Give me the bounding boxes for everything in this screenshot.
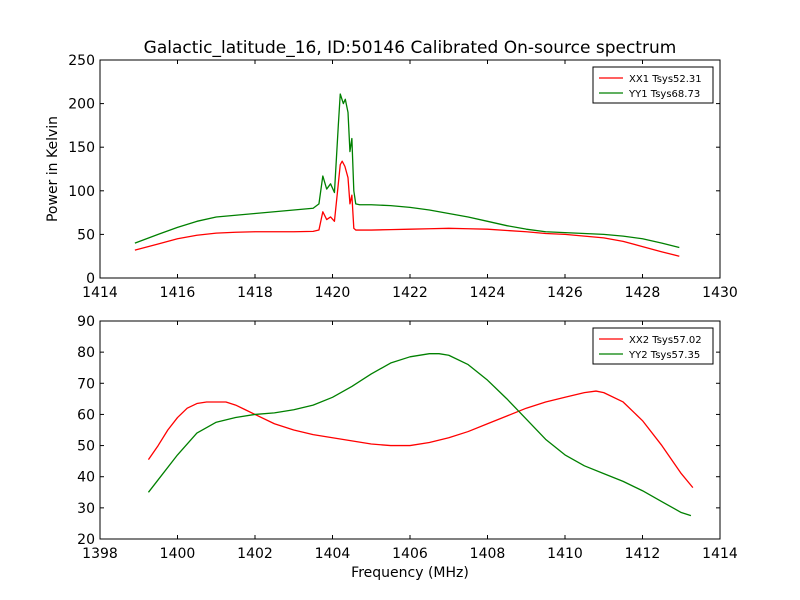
y-tick-label: 60 — [77, 407, 95, 423]
axes-frame — [99, 320, 721, 540]
x-tick-label: 1428 — [625, 285, 661, 301]
x-tick-label: 1398 — [82, 546, 118, 562]
series-line-2-1 — [147, 390, 694, 489]
x-tick-label: 1430 — [702, 285, 738, 301]
y-tick-label: 50 — [77, 439, 95, 455]
legend-label: XX2 Tsys57.02 — [629, 335, 702, 346]
y-tick-label: 50 — [77, 227, 95, 243]
x-tick-label: 1426 — [547, 285, 583, 301]
x-tick-label: 1424 — [470, 285, 506, 301]
y-axis-label: Power in Kelvin — [45, 116, 61, 222]
x-tick-label: 1416 — [160, 285, 196, 301]
x-tick-label: 1420 — [315, 285, 351, 301]
legend-label: YY1 Tsys68.73 — [628, 89, 700, 100]
y-tick-label: 150 — [68, 140, 95, 156]
x-tick-label: 1422 — [392, 285, 428, 301]
y-tick-label: 250 — [68, 53, 95, 69]
x-tick-label: 1408 — [470, 546, 506, 562]
x-tick-label: 1400 — [160, 546, 196, 562]
legend — [592, 327, 714, 365]
x-tick-label: 1418 — [237, 285, 273, 301]
top-subplot: 1414 1416 1418 1420 1422 1424 1426 1428 1430 0 50 1… — [68, 53, 738, 301]
y-tick-label: 30 — [77, 501, 95, 517]
x-tick-label: 1402 — [237, 546, 273, 562]
y-tick-label: 200 — [68, 97, 95, 113]
legend-label: YY2 Tsys57.35 — [628, 350, 700, 361]
x-tick-label: 1414 — [702, 546, 738, 562]
x-axis-label: Frequency (MHz) — [351, 565, 469, 581]
legend — [592, 66, 714, 104]
y-tick-label: 0 — [86, 271, 95, 287]
chart-title: Galactic_latitude_16, ID:50146 Calibrate… — [144, 38, 677, 58]
x-tick-label: 1414 — [82, 285, 118, 301]
series-line-1-2 — [134, 93, 680, 249]
y-tick-label: 70 — [77, 376, 95, 392]
y-tick-label: 100 — [68, 184, 95, 200]
x-tick-label: 1404 — [315, 546, 351, 562]
bottom-subplot: 1398 1400 1402 1404 1406 1408 1410 1412 1414 20 30… — [77, 314, 738, 562]
axes-frame — [99, 59, 721, 279]
x-tick-label: 1406 — [392, 546, 428, 562]
series-line-1-1 — [134, 160, 680, 257]
y-tick-label: 20 — [77, 532, 95, 548]
x-tick-label: 1412 — [625, 546, 661, 562]
legend-label: XX1 Tsys52.31 — [629, 74, 702, 85]
x-tick-label: 1410 — [547, 546, 583, 562]
y-tick-label: 90 — [77, 314, 95, 330]
series-line-2-2 — [147, 353, 692, 517]
y-tick-label: 40 — [77, 470, 95, 486]
y-tick-label: 80 — [77, 345, 95, 361]
